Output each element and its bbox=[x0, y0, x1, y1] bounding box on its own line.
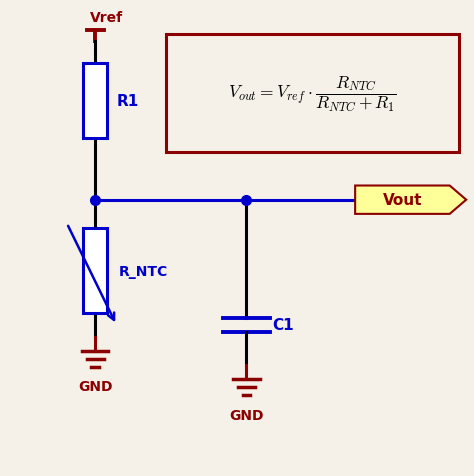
Text: $V_{out} = V_{ref} \cdot \dfrac{R_{NTC}}{R_{NTC} + R_1}$: $V_{out} = V_{ref} \cdot \dfrac{R_{NTC}}… bbox=[228, 75, 397, 114]
Text: Vout: Vout bbox=[383, 193, 422, 208]
Text: GND: GND bbox=[229, 408, 264, 422]
Polygon shape bbox=[355, 186, 466, 214]
Bar bbox=[83, 228, 107, 314]
Text: R1: R1 bbox=[117, 94, 139, 109]
Text: Vref: Vref bbox=[90, 11, 123, 25]
Text: C1: C1 bbox=[273, 318, 294, 333]
Text: R_NTC: R_NTC bbox=[119, 264, 168, 278]
Bar bbox=[166, 35, 459, 153]
Text: GND: GND bbox=[78, 379, 112, 394]
Bar bbox=[83, 63, 107, 139]
